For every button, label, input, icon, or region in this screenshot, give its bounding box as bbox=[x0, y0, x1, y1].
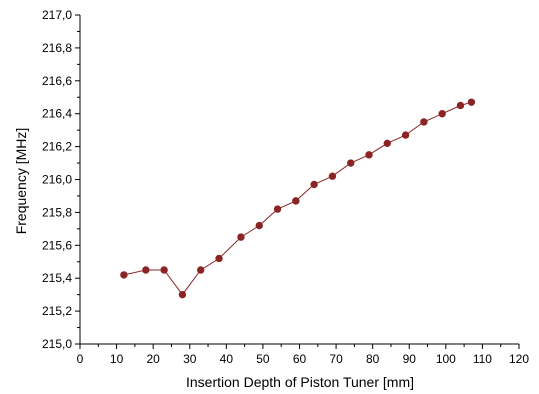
x-tick-label: 0 bbox=[77, 352, 84, 366]
y-tick-label: 216,2 bbox=[42, 140, 72, 154]
x-tick-label: 50 bbox=[256, 352, 270, 366]
data-point bbox=[273, 205, 282, 213]
y-tick-label: 217,0 bbox=[42, 8, 72, 22]
x-tick-label: 40 bbox=[220, 352, 234, 366]
series-line bbox=[123, 101, 472, 296]
x-tick-label: 100 bbox=[436, 352, 456, 366]
data-point bbox=[401, 131, 410, 139]
y-tick-label: 215,0 bbox=[42, 337, 72, 351]
x-tick-label: 30 bbox=[183, 352, 197, 366]
data-point bbox=[292, 197, 300, 205]
y-tick-label: 216,0 bbox=[42, 173, 72, 187]
x-tick-label: 120 bbox=[509, 352, 529, 366]
y-tick-label: 216,6 bbox=[42, 74, 72, 88]
data-point bbox=[237, 233, 245, 241]
data-point bbox=[456, 101, 465, 110]
x-tick-label: 110 bbox=[473, 352, 492, 366]
y-tick-label: 216,8 bbox=[42, 41, 72, 55]
data-point bbox=[438, 110, 446, 118]
y-tick-label: 216,4 bbox=[42, 107, 72, 121]
data-point bbox=[120, 271, 128, 279]
y-tick-label: 215,2 bbox=[42, 304, 72, 318]
data-point bbox=[215, 254, 223, 263]
y-axis-title: Frequency [MHz] bbox=[13, 128, 29, 235]
data-point bbox=[420, 118, 428, 126]
data-point bbox=[142, 266, 150, 274]
y-tick-label: 215,8 bbox=[42, 205, 72, 219]
x-tick-label: 70 bbox=[329, 352, 343, 366]
x-tick-label: 90 bbox=[403, 352, 417, 366]
x-tick-label: 60 bbox=[293, 352, 307, 366]
data-point bbox=[160, 266, 168, 274]
data-point bbox=[197, 266, 205, 274]
y-tick-label: 215,6 bbox=[42, 238, 72, 252]
x-tick-label: 10 bbox=[110, 352, 124, 366]
data-point bbox=[310, 180, 318, 189]
data-point bbox=[328, 172, 337, 180]
x-axis-title: Insertion Depth of Piston Tuner [mm] bbox=[186, 374, 414, 390]
data-point bbox=[383, 139, 391, 148]
data-point bbox=[347, 159, 355, 167]
data-point bbox=[365, 151, 373, 159]
data-point bbox=[178, 290, 187, 299]
plot-area: 0 10 20 30 40 50 60 70 80 90 100 110 120 215,0 215,2 21… bbox=[42, 8, 529, 366]
x-tick-label: 20 bbox=[146, 352, 160, 366]
x-tick-label: 80 bbox=[366, 352, 380, 366]
y-tick-label: 215,4 bbox=[42, 271, 72, 285]
data-point bbox=[255, 221, 263, 230]
data-point bbox=[467, 98, 476, 106]
